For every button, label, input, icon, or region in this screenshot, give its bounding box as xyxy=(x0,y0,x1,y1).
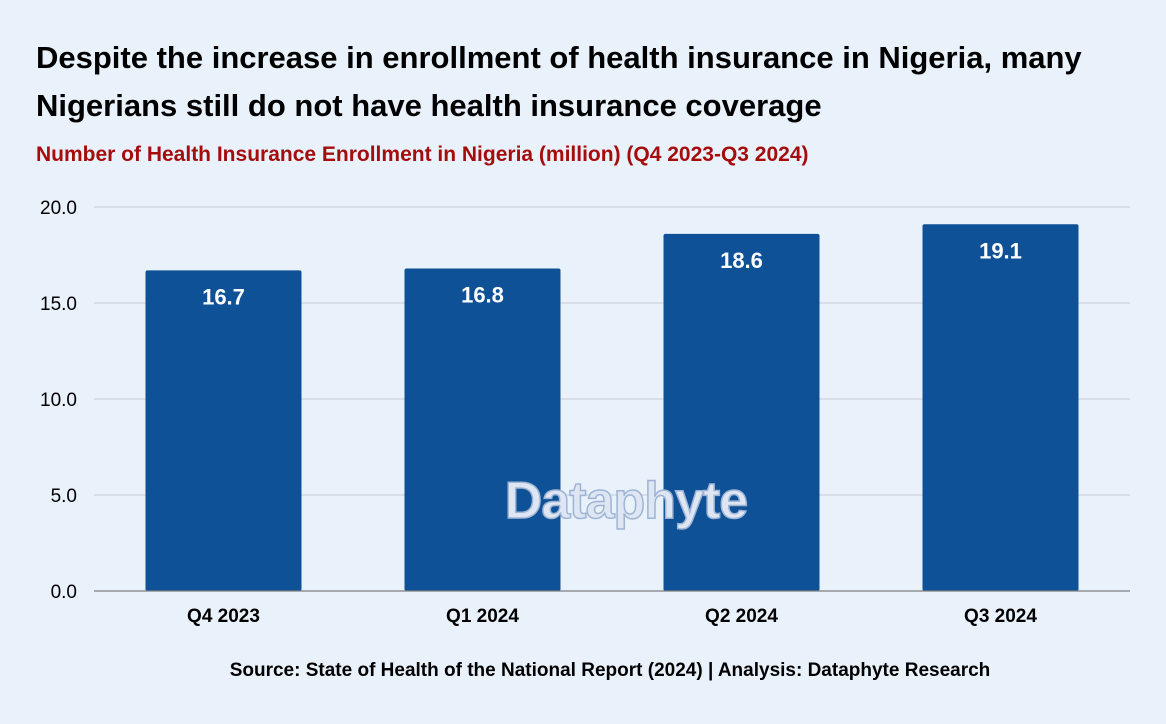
bar xyxy=(663,233,820,591)
y-tick-label: 10.0 xyxy=(40,390,77,411)
bar-value-label: 18.6 xyxy=(720,248,763,273)
x-tick-label: Q3 2024 xyxy=(964,606,1037,627)
chart-subtitle: Number of Health Insurance Enrollment in… xyxy=(36,143,809,166)
x-tick-label: Q1 2024 xyxy=(446,606,519,627)
bars: 16.7 16.8 18.6 19.1 xyxy=(145,224,1079,591)
source-note: Source: State of Health of the National … xyxy=(229,660,991,681)
axes: 0.0 5.0 10.0 15.0 20.0 Q4 2023 Q1 2024 Q2 2024 Q… xyxy=(40,198,1130,627)
chart-title: Despite the increase in enrollment of he… xyxy=(36,40,1082,123)
bar-value-label: 16.7 xyxy=(202,284,245,309)
y-tick-label: 20.0 xyxy=(40,198,77,219)
x-tick-label: Q2 2024 xyxy=(705,606,778,627)
bar xyxy=(404,268,561,591)
x-tick-label: Q4 2023 xyxy=(187,606,260,627)
y-tick-label: 5.0 xyxy=(51,486,77,507)
bar xyxy=(922,224,1079,591)
bar-value-label: 16.8 xyxy=(461,282,504,307)
bar-value-label: 19.1 xyxy=(979,238,1022,263)
y-tick-label: 0.0 xyxy=(51,582,77,603)
y-tick-label: 15.0 xyxy=(40,294,77,315)
bar xyxy=(145,270,302,591)
watermark-logo: Dataphyte xyxy=(505,472,747,530)
